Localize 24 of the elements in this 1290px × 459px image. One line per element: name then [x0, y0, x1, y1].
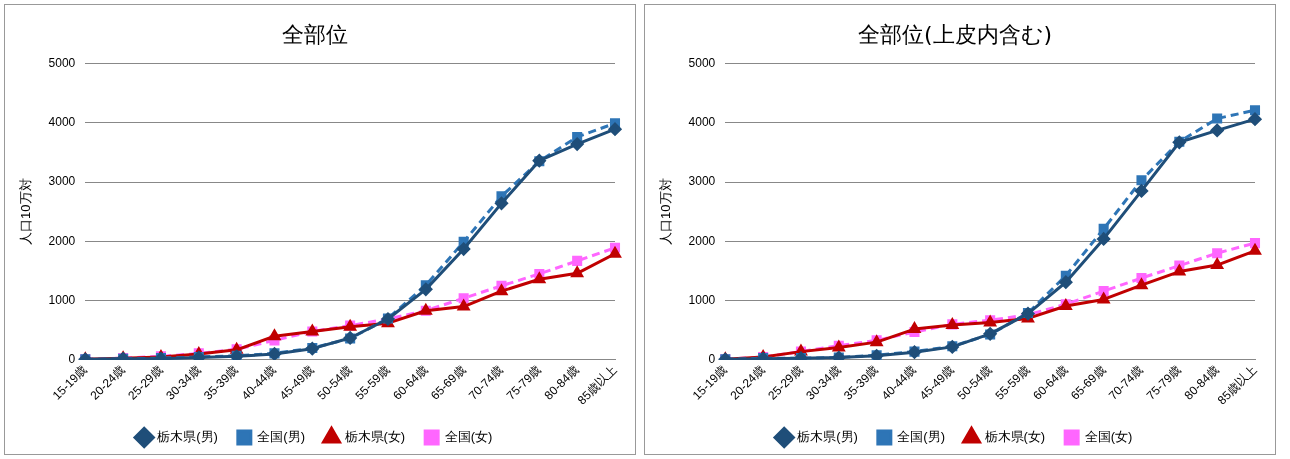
legend-label: 栃木県(男)	[797, 429, 858, 445]
chart-title: 全部位	[282, 21, 348, 47]
legend-label: 栃木県(男)	[157, 429, 218, 445]
y-axis-title: 人口10万対	[658, 178, 674, 245]
y-tick-label: 5000	[48, 55, 76, 70]
y-axis-title: 人口10万対	[18, 178, 34, 245]
legend-label: 栃木県(女)	[984, 429, 1046, 445]
legend-label: 全国(女)	[1084, 429, 1133, 445]
legend-label: 栃木県(女)	[344, 429, 406, 445]
y-tick-label: 2000	[48, 233, 76, 248]
y-tick-label: 3000	[688, 174, 716, 189]
chart-title: 全部位(上皮内含む)	[857, 21, 1053, 47]
y-tick-label: 5000	[688, 55, 716, 70]
y-tick-label: 0	[68, 352, 76, 367]
y-tick-label: 0	[708, 352, 716, 367]
y-tick-label: 1000	[688, 292, 716, 307]
y-tick-label: 2000	[688, 233, 716, 248]
legend-label: 全国(女)	[444, 429, 493, 445]
y-tick-label: 4000	[48, 115, 76, 130]
legend-label: 全国(男)	[897, 429, 946, 445]
y-tick-label: 1000	[48, 292, 76, 307]
y-tick-label: 3000	[48, 174, 76, 189]
y-tick-label: 4000	[688, 115, 716, 130]
legend-label: 全国(男)	[257, 429, 306, 445]
